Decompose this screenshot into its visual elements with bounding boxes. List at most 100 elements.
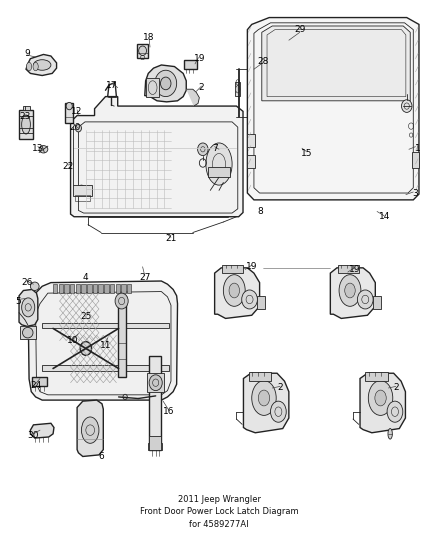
- Text: 3: 3: [413, 189, 418, 198]
- Ellipse shape: [345, 283, 355, 298]
- Bar: [147, 373, 164, 392]
- Bar: [110, 284, 114, 293]
- Polygon shape: [30, 423, 54, 438]
- Ellipse shape: [160, 77, 171, 90]
- Text: 8: 8: [258, 207, 263, 216]
- Polygon shape: [26, 54, 57, 76]
- Ellipse shape: [26, 62, 32, 71]
- Text: 9: 9: [24, 49, 30, 58]
- Text: 19: 19: [194, 54, 205, 63]
- Ellipse shape: [78, 185, 85, 196]
- Bar: [373, 296, 381, 309]
- Bar: [22, 106, 30, 110]
- Bar: [118, 296, 126, 377]
- Ellipse shape: [236, 85, 240, 93]
- Bar: [116, 284, 120, 293]
- Text: 1: 1: [415, 144, 420, 153]
- Bar: [76, 284, 80, 293]
- Bar: [127, 284, 131, 293]
- Ellipse shape: [375, 390, 386, 406]
- Text: 17: 17: [106, 80, 118, 90]
- Polygon shape: [247, 18, 419, 200]
- Text: 19: 19: [349, 265, 360, 274]
- Bar: [222, 265, 243, 273]
- Polygon shape: [71, 96, 243, 217]
- Bar: [257, 296, 265, 309]
- Text: 21: 21: [165, 235, 177, 244]
- Ellipse shape: [115, 293, 128, 309]
- Text: 27: 27: [139, 273, 151, 282]
- Text: 5: 5: [15, 296, 21, 305]
- Text: 2: 2: [277, 383, 283, 392]
- Ellipse shape: [80, 342, 92, 356]
- Bar: [73, 185, 92, 196]
- Text: 23: 23: [19, 112, 30, 121]
- Polygon shape: [186, 89, 199, 106]
- Polygon shape: [244, 373, 289, 433]
- Bar: [53, 284, 57, 293]
- Text: 12: 12: [71, 107, 83, 116]
- Ellipse shape: [271, 401, 286, 422]
- Bar: [235, 83, 240, 95]
- Text: 6: 6: [98, 452, 104, 461]
- Bar: [247, 134, 255, 147]
- Bar: [121, 284, 126, 293]
- Ellipse shape: [30, 282, 39, 290]
- Text: 29: 29: [294, 25, 305, 34]
- Bar: [42, 323, 169, 328]
- Text: 13: 13: [32, 144, 43, 153]
- Polygon shape: [19, 289, 38, 326]
- Bar: [247, 155, 255, 168]
- Text: 2: 2: [199, 83, 205, 92]
- Ellipse shape: [252, 381, 276, 415]
- Text: 30: 30: [28, 431, 39, 440]
- Bar: [75, 195, 90, 201]
- Bar: [70, 284, 74, 293]
- Bar: [104, 284, 109, 293]
- Text: 2011 Jeep Wrangler
Front Door Power Lock Latch Diagram
for 4589277AI: 2011 Jeep Wrangler Front Door Power Lock…: [140, 495, 298, 529]
- Ellipse shape: [149, 375, 162, 391]
- Ellipse shape: [229, 283, 240, 298]
- Bar: [64, 284, 69, 293]
- Text: 24: 24: [30, 381, 41, 390]
- Bar: [149, 356, 161, 450]
- Text: 18: 18: [143, 33, 155, 42]
- Bar: [184, 60, 197, 69]
- Ellipse shape: [21, 298, 35, 317]
- Polygon shape: [360, 373, 406, 433]
- Bar: [249, 372, 272, 381]
- Text: 22: 22: [63, 162, 74, 171]
- Bar: [208, 167, 230, 177]
- Bar: [338, 265, 359, 273]
- Bar: [93, 284, 97, 293]
- Bar: [149, 437, 161, 450]
- Bar: [148, 443, 162, 450]
- Bar: [19, 110, 33, 139]
- Ellipse shape: [258, 390, 270, 406]
- Ellipse shape: [22, 327, 33, 338]
- Text: 26: 26: [21, 278, 32, 287]
- Bar: [32, 377, 47, 386]
- Ellipse shape: [206, 143, 232, 185]
- Text: 20: 20: [69, 123, 81, 132]
- Polygon shape: [262, 26, 410, 101]
- Bar: [412, 152, 419, 168]
- Text: 19: 19: [246, 262, 258, 271]
- Text: 15: 15: [300, 149, 312, 158]
- Ellipse shape: [388, 429, 392, 439]
- Ellipse shape: [81, 417, 99, 443]
- Ellipse shape: [33, 60, 51, 70]
- Bar: [99, 284, 103, 293]
- Bar: [65, 103, 73, 123]
- Bar: [87, 284, 92, 293]
- Text: 14: 14: [379, 212, 391, 221]
- Ellipse shape: [21, 115, 30, 134]
- Text: 10: 10: [67, 336, 78, 345]
- Ellipse shape: [155, 70, 177, 96]
- Ellipse shape: [402, 100, 412, 112]
- Polygon shape: [215, 268, 260, 318]
- Ellipse shape: [387, 401, 403, 422]
- Ellipse shape: [139, 46, 147, 55]
- Ellipse shape: [123, 394, 127, 400]
- Text: 11: 11: [100, 341, 111, 350]
